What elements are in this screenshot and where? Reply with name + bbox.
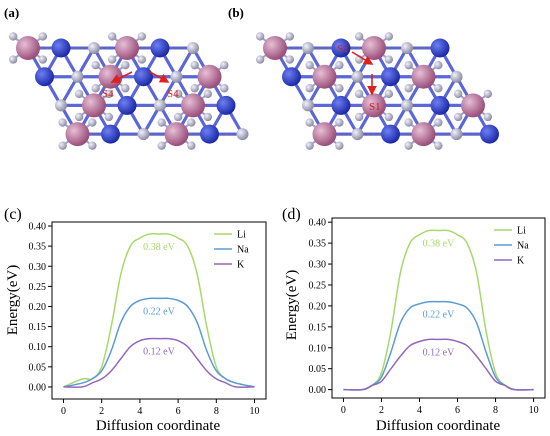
y-tick-label: 0.10 xyxy=(309,343,327,354)
y-tick-label: 0.25 xyxy=(309,280,327,291)
y-tick-label: 0.00 xyxy=(29,382,47,393)
series-line-na xyxy=(63,297,255,388)
peak-label-na: 0.22 eV xyxy=(143,306,175,317)
legend-label-li: Li xyxy=(237,230,246,241)
legend-label-na: Na xyxy=(237,245,249,256)
legend-label-li: Li xyxy=(517,226,526,237)
plot-frame xyxy=(331,217,546,399)
legend-label-na: Na xyxy=(517,241,529,252)
y-tick-label: 0.20 xyxy=(29,302,47,313)
peak-label-na: 0.22 eV xyxy=(423,310,455,321)
panel-label-b: (b) xyxy=(228,5,244,20)
x-tick-label: 10 xyxy=(529,405,539,416)
atom-lattice-a xyxy=(8,32,249,150)
y-tick-label: 0.10 xyxy=(29,342,47,353)
x-tick-label: 10 xyxy=(250,406,260,417)
peak-label-li: 0.38 eV xyxy=(423,239,455,250)
x-tick-label: 6 xyxy=(455,405,460,416)
series-line-li xyxy=(343,229,534,391)
y-tick-label: 0.30 xyxy=(29,262,47,273)
y-tick-label: 0.05 xyxy=(309,364,327,375)
x-tick-label: 0 xyxy=(61,406,66,417)
y-tick-label: 0.35 xyxy=(29,242,47,253)
y-tick-label: 0.40 xyxy=(309,218,327,229)
series-line-k xyxy=(63,337,255,388)
x-tick-label: 2 xyxy=(99,406,104,417)
y-tick-label: 0.15 xyxy=(29,322,47,333)
y-axis-title-c: Energy(eV) xyxy=(5,265,21,336)
energy-chart-c: (c) Diffusion coordinate Energy(eV) 0 2 4 6… xyxy=(4,206,267,434)
y-tick-label: 0.25 xyxy=(29,282,47,293)
chart-label-c: (c) xyxy=(4,206,22,223)
y-tick-label: 0.05 xyxy=(29,362,47,373)
site-label-s1-bottom: S1 xyxy=(369,101,381,113)
site-label-s4-left: S4 xyxy=(102,88,114,100)
y-tick-label: 0.35 xyxy=(309,239,327,250)
legend-label-k: K xyxy=(237,260,245,271)
x-tick-label: 4 xyxy=(417,405,422,416)
x-tick-label: 6 xyxy=(176,406,181,417)
x-tick-label: 0 xyxy=(341,405,346,416)
series-line-na xyxy=(343,300,534,391)
site-label-s4-right: S4 xyxy=(167,88,179,100)
x-tick-label: 2 xyxy=(379,405,384,416)
x-tick-label: 8 xyxy=(493,405,498,416)
peak-label-k: 0.12 eV xyxy=(423,347,455,358)
peak-label-li: 0.38 eV xyxy=(143,242,175,253)
y-tick-label: 0.00 xyxy=(309,385,327,396)
site-label-s1-top: S1 xyxy=(337,43,349,55)
peak-label-k: 0.12 eV xyxy=(143,347,175,358)
plot-frame xyxy=(51,221,267,400)
panel-label-a: (a) xyxy=(4,5,19,20)
structure-panel-a: (a) S4 S4 xyxy=(4,5,249,150)
structure-panel-b: (b) S1 S1 xyxy=(228,5,499,150)
y-tick-label: 0.40 xyxy=(29,222,47,233)
x-axis-title-d: Diffusion coordinate xyxy=(376,418,501,434)
y-tick-label: 0.20 xyxy=(309,301,327,312)
y-axis-title-d: Energy(eV) xyxy=(284,270,300,341)
x-tick-label: 8 xyxy=(214,406,219,417)
chart-label-d: (d) xyxy=(282,206,301,223)
series-line-li xyxy=(63,233,255,388)
y-tick-label: 0.15 xyxy=(309,322,327,333)
series-line-k xyxy=(343,338,534,391)
energy-chart-d: (d) Diffusion coordinate Energy(eV) 0 2 4 6… xyxy=(282,206,546,434)
legend-label-k: K xyxy=(517,256,525,267)
x-tick-label: 4 xyxy=(137,406,142,417)
y-tick-label: 0.30 xyxy=(309,260,327,271)
atom-lattice-b xyxy=(255,32,499,150)
x-axis-title-c: Diffusion coordinate xyxy=(96,418,221,434)
